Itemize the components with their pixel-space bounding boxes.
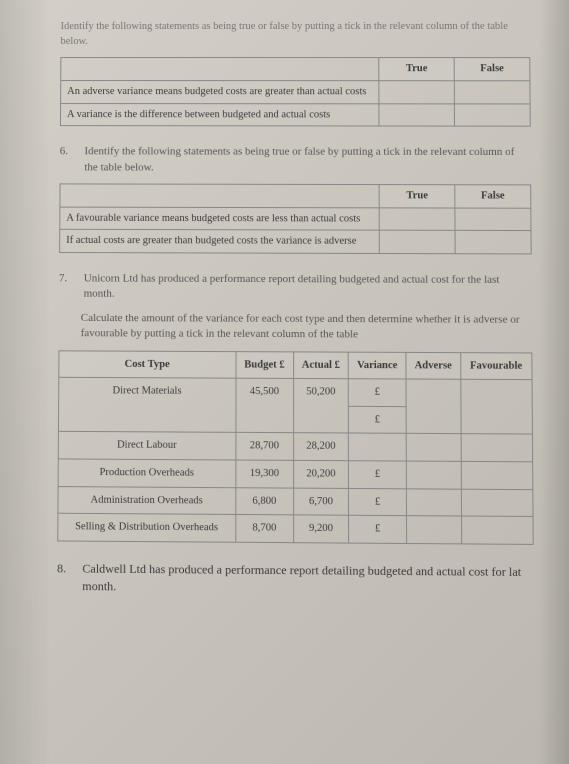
q6-col-false: False [455, 185, 531, 208]
q6-block: 6. Identify the following statements as … [60, 144, 531, 176]
h-cost-type: Cost Type [59, 350, 236, 378]
q7-cost-table: Cost Type Budget £ Actual £ Variance Adv… [57, 350, 533, 545]
q8-block: 8. Caldwell Ltd has produced a performan… [57, 560, 534, 598]
q6-true-1[interactable] [379, 208, 455, 231]
h-actual: Actual £ [293, 351, 348, 378]
h-adverse: Adverse [406, 352, 460, 380]
row-selling-dist-oh: Selling & Distribution Overheads [58, 514, 236, 543]
q6-col-true: True [379, 185, 455, 208]
dl-variance[interactable] [348, 433, 406, 461]
top-instruction: Identify the following statements as bei… [60, 20, 530, 50]
dm-variance-2[interactable]: £ [348, 406, 406, 434]
dl-adverse[interactable] [406, 434, 460, 462]
q6-false-1[interactable] [455, 208, 531, 231]
top-stmt-1: An adverse variance means budgeted costs… [61, 81, 380, 104]
h-variance: Variance [348, 352, 406, 380]
sd-variance[interactable]: £ [349, 516, 407, 544]
sd-adverse[interactable] [407, 516, 462, 544]
q7-number: 7. [59, 271, 81, 287]
top-tf-table: True False An adverse variance means bud… [60, 57, 531, 127]
col-true: True [379, 58, 454, 81]
po-variance[interactable]: £ [349, 461, 407, 489]
top-true-1[interactable] [379, 81, 454, 104]
po-favourable[interactable] [461, 462, 533, 490]
dm-variance[interactable]: £ [348, 379, 406, 407]
po-budget: 19,300 [235, 460, 293, 488]
ao-favourable[interactable] [461, 489, 533, 517]
h-budget: Budget £ [236, 351, 294, 378]
dl-budget: 28,700 [235, 433, 293, 461]
top-stmt-2: A variance is the difference between bud… [60, 103, 379, 126]
sd-budget: 8,700 [235, 515, 293, 543]
q7-block: 7. Unicorn Ltd has produced a performanc… [59, 271, 532, 304]
top-true-2[interactable] [379, 103, 454, 126]
q7-line2: Calculate the amount of the variance for… [59, 311, 533, 344]
q6-instruction: Identify the following statements as bei… [84, 145, 529, 177]
ao-variance[interactable]: £ [349, 488, 407, 516]
dm-adverse[interactable] [406, 379, 460, 434]
sd-favourable[interactable] [461, 516, 533, 544]
col-false: False [454, 58, 530, 81]
sd-actual: 9,200 [293, 515, 348, 543]
po-adverse[interactable] [406, 461, 460, 489]
ao-budget: 6,800 [235, 487, 293, 515]
q6-tf-table: True False A favourable variance means b… [59, 183, 532, 254]
po-actual: 20,200 [293, 460, 348, 488]
blank-header [61, 58, 379, 81]
q8-text: Caldwell Ltd has produced a performance … [82, 560, 533, 598]
q6-stmt-1: A favourable variance means budgeted cos… [60, 207, 380, 231]
q6-number: 6. [60, 144, 82, 160]
dl-favourable[interactable] [461, 434, 533, 462]
q8-number: 8. [57, 560, 79, 577]
h-favourable: Favourable [460, 352, 532, 380]
dm-favourable[interactable] [460, 379, 532, 434]
ao-adverse[interactable] [407, 489, 462, 517]
q6-stmt-2: If actual costs are greater than budgete… [60, 230, 380, 254]
top-false-2[interactable] [455, 104, 531, 127]
q7-line1: Unicorn Ltd has produced a performance r… [84, 271, 531, 304]
ao-actual: 6,700 [293, 488, 348, 516]
q6-blank-header [60, 184, 380, 208]
row-admin-oh: Administration Overheads [58, 486, 236, 515]
top-false-1[interactable] [454, 81, 530, 104]
dl-actual: 28,200 [293, 433, 348, 461]
q6-true-2[interactable] [379, 231, 455, 254]
dm-budget: 45,500 [236, 378, 294, 433]
dm-actual: 50,200 [293, 379, 348, 434]
row-direct-labour: Direct Labour [58, 432, 235, 460]
row-production-oh: Production Overheads [58, 459, 235, 487]
q6-false-2[interactable] [455, 231, 531, 254]
row-direct-materials: Direct Materials [58, 377, 235, 432]
